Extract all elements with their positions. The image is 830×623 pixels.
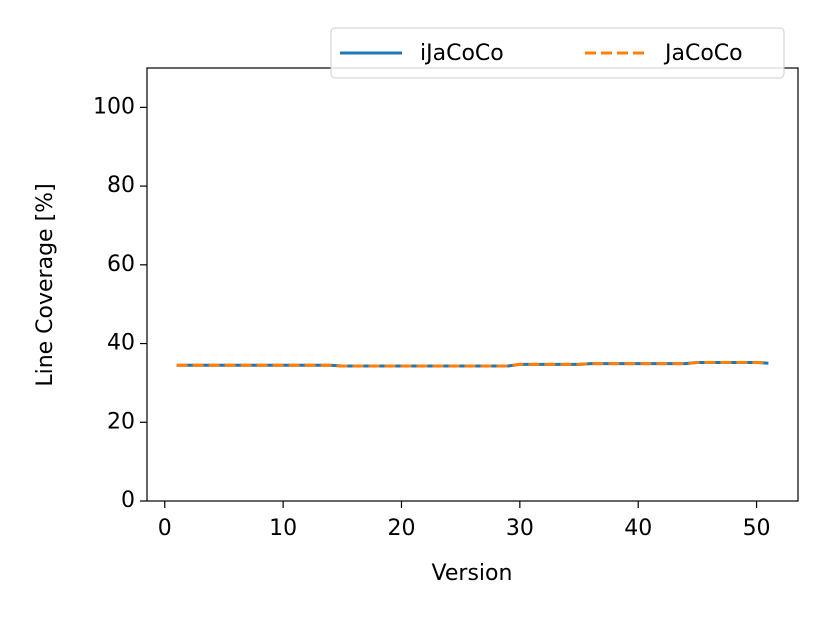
y-tick-label: 100 bbox=[93, 94, 135, 119]
x-tick-label: 10 bbox=[269, 516, 297, 541]
legend-label: JaCoCo bbox=[663, 41, 743, 66]
legend-label: iJaCoCo bbox=[420, 41, 504, 66]
x-tick-label: 40 bbox=[624, 516, 652, 541]
x-axis-label: Version bbox=[432, 561, 513, 586]
x-tick-label: 50 bbox=[743, 516, 771, 541]
x-tick-label: 20 bbox=[387, 516, 415, 541]
plot-frame bbox=[146, 67, 799, 502]
y-tick-label: 0 bbox=[121, 488, 135, 513]
x-tick-label: 0 bbox=[158, 516, 172, 541]
y-tick-label: 40 bbox=[107, 331, 135, 356]
y-axis-label: Line Coverage [%] bbox=[33, 183, 58, 386]
y-tick-label: 60 bbox=[107, 252, 135, 277]
y-tick-label: 80 bbox=[107, 173, 135, 198]
y-tick-label: 20 bbox=[107, 409, 135, 434]
line-series bbox=[176, 360, 769, 368]
legend-box bbox=[330, 27, 785, 79]
x-tick-label: 30 bbox=[506, 516, 534, 541]
